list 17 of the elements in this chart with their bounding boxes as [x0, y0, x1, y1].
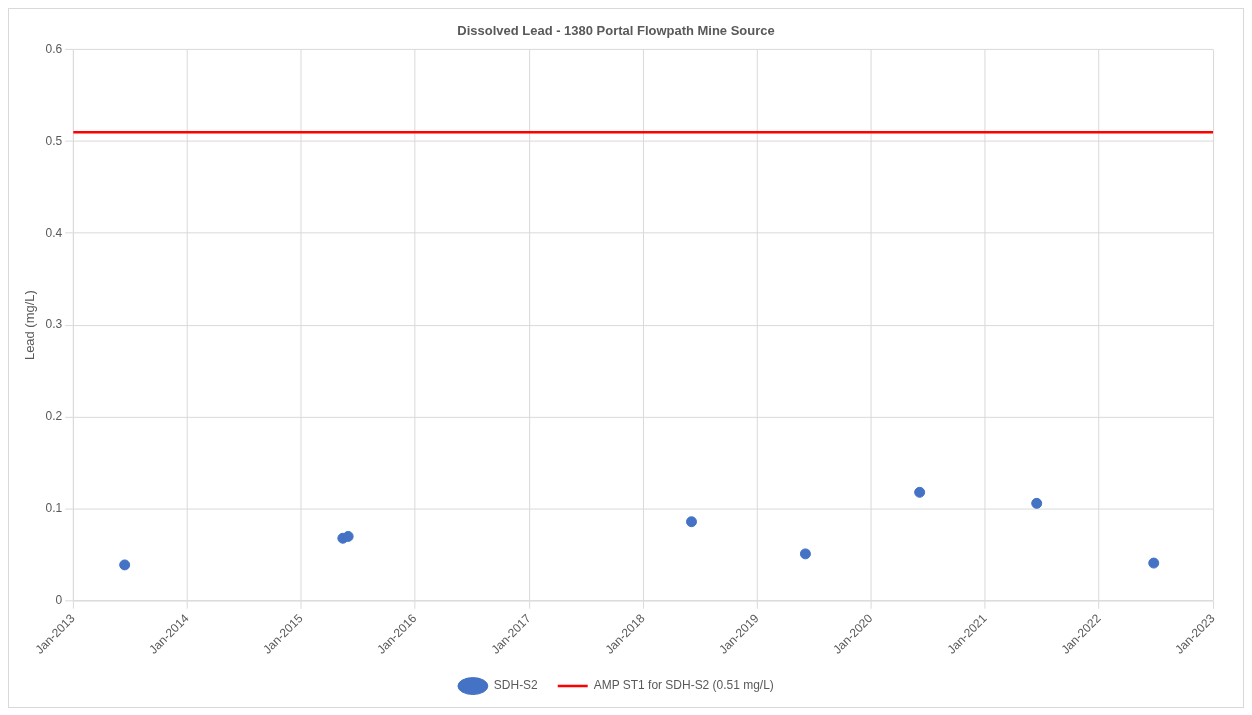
y-axis-title: Lead (mg/L) [22, 290, 38, 361]
point [799, 548, 811, 560]
legend-label: AMP ST1 for SDH-S2 (0.51 mg/L) [593, 678, 774, 693]
point [914, 486, 926, 498]
y-tick-label: 0.3 [45, 317, 63, 332]
y-tick-label: 0.4 [45, 225, 63, 240]
y-tick-label: 0.6 [45, 41, 63, 56]
y-tick-label: 0 [55, 593, 63, 608]
y-tick-label: 0.1 [45, 501, 63, 516]
y-tick-label: 0.5 [45, 133, 63, 148]
point [1031, 497, 1043, 509]
point [119, 559, 131, 571]
point [686, 516, 697, 528]
chart-title: Dissolved Lead - 1380 Portal Flowpath Mine Source [457, 23, 775, 39]
y-tick-label: 0.2 [45, 409, 63, 424]
legend-label: SDH-S2 [493, 678, 539, 693]
point [1148, 557, 1160, 569]
